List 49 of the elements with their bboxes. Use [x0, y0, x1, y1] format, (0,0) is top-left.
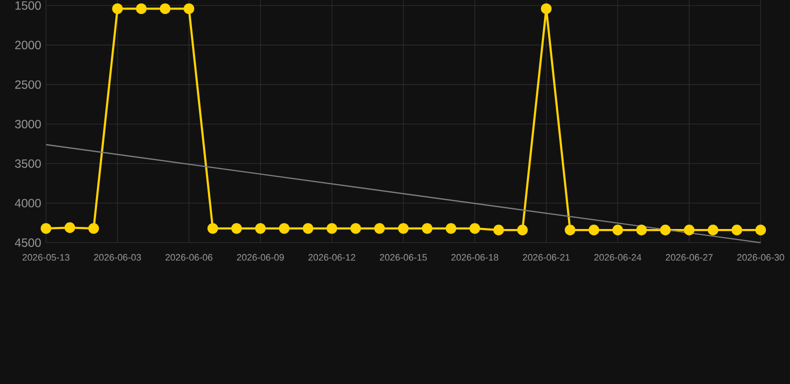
point	[636, 224, 647, 236]
y-tick-label: 2000	[15, 40, 41, 50]
point	[350, 223, 362, 234]
point	[278, 223, 290, 234]
point	[708, 224, 718, 236]
point	[326, 223, 338, 234]
point	[112, 3, 123, 14]
point	[40, 223, 52, 234]
point	[398, 223, 409, 234]
point	[374, 223, 385, 234]
point	[517, 224, 528, 236]
point	[207, 223, 218, 234]
x-tick-label: 2026-06-15	[380, 254, 427, 261]
x-tick-label: 2026-05-13	[22, 254, 70, 261]
point	[588, 224, 600, 236]
x-tick-label: 2026-06-09	[236, 254, 284, 261]
point	[231, 223, 242, 234]
point	[302, 223, 314, 234]
x-tick-label: 2026-06-12	[308, 254, 356, 261]
point	[255, 223, 266, 234]
y-tick-label: 4500	[14, 238, 41, 247]
point	[64, 222, 76, 233]
x-tick-label: 2026-06-06	[166, 254, 212, 261]
x-tick-label: 2026-06-30	[737, 254, 784, 261]
y-tick-label: 3000	[15, 120, 41, 128]
point	[469, 223, 480, 234]
point	[88, 223, 99, 234]
y-tick-label: 3500	[15, 159, 41, 168]
point	[564, 224, 576, 236]
point	[660, 224, 671, 236]
x-tick-label: 2026-06-24	[594, 254, 642, 261]
x-tick-label: 2026-06-18	[451, 254, 498, 261]
point	[540, 3, 552, 14]
point	[422, 223, 432, 234]
point	[732, 224, 742, 236]
point	[493, 224, 504, 236]
point	[184, 3, 194, 14]
y-tick-label: 2500	[15, 80, 41, 89]
x-tick-label: 2026-06-21	[522, 254, 570, 261]
x-tick-label: 2026-06-27	[666, 254, 713, 261]
point	[446, 223, 456, 234]
x-tick-label: 2026-06-03	[94, 254, 141, 261]
point	[755, 224, 766, 236]
point	[684, 224, 695, 236]
y-tick-label: 1500	[16, 1, 41, 10]
y-tick-label: 4000	[14, 198, 41, 208]
point	[160, 3, 170, 14]
point	[136, 3, 147, 14]
point	[612, 224, 624, 236]
